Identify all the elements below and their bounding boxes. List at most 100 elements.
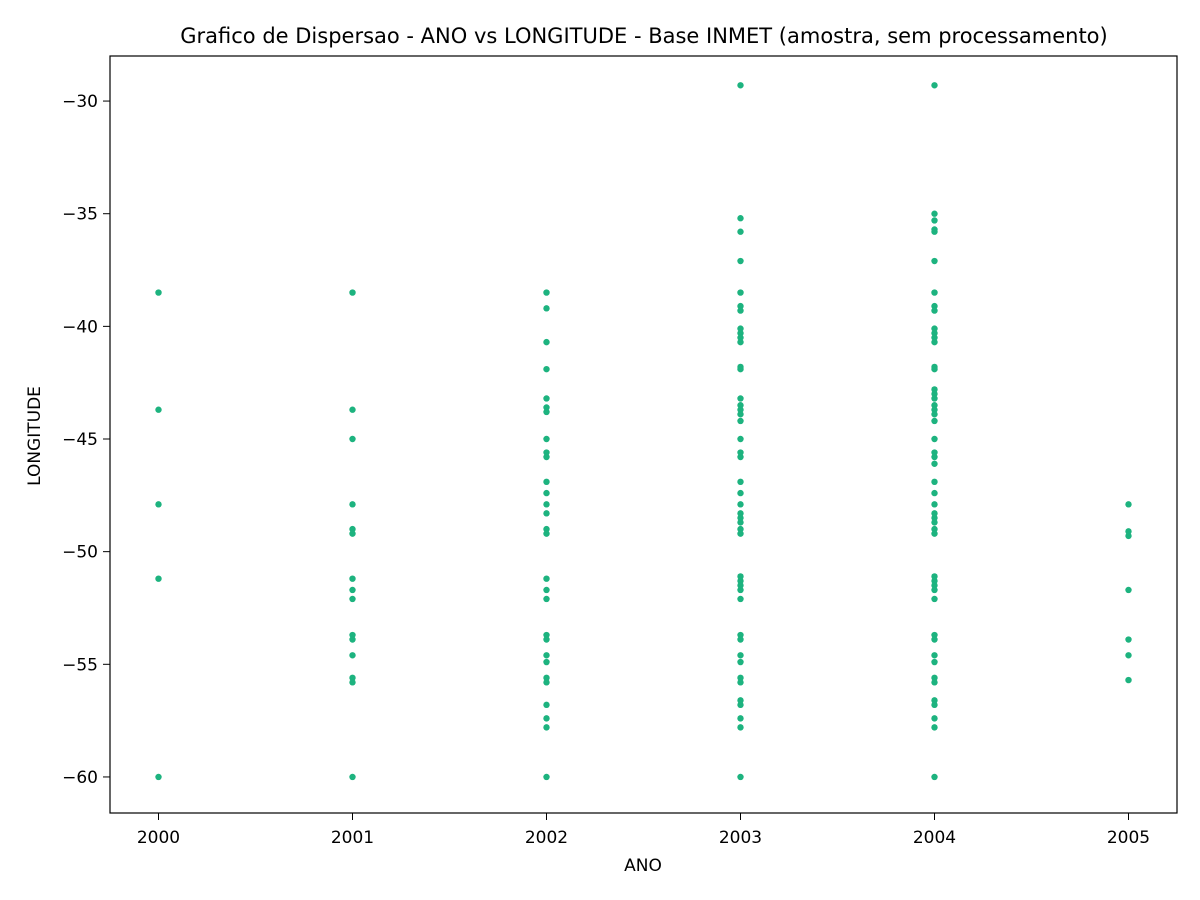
scatter-point (737, 325, 744, 332)
scatter-point (931, 697, 938, 704)
scatter-point (931, 390, 938, 398)
scatter-point (543, 679, 550, 686)
scatter-point (737, 395, 744, 402)
scatter-point (543, 636, 550, 643)
x-tick-label: 2003 (719, 828, 762, 848)
scatter-point (737, 573, 744, 580)
scatter-point (931, 411, 938, 418)
scatter-point (737, 478, 744, 486)
scatter-point (737, 453, 744, 461)
scatter-point (737, 586, 744, 594)
scatter-point (737, 338, 744, 346)
scatter-point (737, 577, 744, 585)
scatter-point (155, 575, 162, 582)
scatter-point (931, 525, 938, 533)
scatter-point (349, 575, 356, 582)
scatter-point (931, 582, 938, 589)
scatter-point (1125, 586, 1132, 594)
scatter-point (931, 501, 938, 508)
scatter-point (737, 501, 744, 508)
scatter-point (349, 530, 356, 537)
scatter-point (543, 501, 550, 508)
scatter-point (737, 489, 744, 497)
scatter-point (349, 679, 356, 686)
scatter-point (737, 652, 744, 659)
scatter-point (737, 525, 744, 533)
scatter-point (543, 453, 550, 461)
scatter-point (931, 307, 938, 314)
scatter-point (543, 658, 550, 666)
scatter-point (349, 631, 356, 639)
scatter-point (931, 652, 938, 659)
scatter-point (349, 652, 356, 659)
scatter-point (931, 257, 938, 265)
chart-title: Grafico de Dispersao - ANO vs LONGITUDE … (180, 24, 1107, 48)
scatter-point (155, 773, 162, 781)
scatter-point (1125, 652, 1132, 659)
scatter-point (931, 449, 938, 456)
scatter-point (737, 289, 744, 296)
scatter-point (737, 514, 744, 522)
scatter-point (1125, 501, 1132, 508)
scatter-point (543, 631, 550, 639)
scatter-point (737, 329, 744, 337)
scatter-point (543, 525, 550, 533)
scatter-point (931, 519, 938, 526)
y-tick-label: −45 (62, 430, 98, 450)
plot-area (109, 55, 1178, 814)
x-tick-label: 2002 (525, 828, 568, 848)
scatter-point (543, 652, 550, 659)
scatter-point (737, 406, 744, 413)
scatter-point (931, 573, 938, 580)
scatter-point (543, 586, 550, 594)
scatter-point (931, 406, 938, 413)
scatter-point (1125, 676, 1132, 684)
scatter-point (931, 338, 938, 346)
y-tick-label: −30 (62, 92, 98, 112)
scatter-point (931, 460, 938, 467)
scatter-point (737, 334, 744, 341)
scatter-point (737, 365, 744, 373)
scatter-point (931, 329, 938, 337)
scatter-point (931, 715, 938, 722)
scatter-point (931, 325, 938, 332)
scatter-point (543, 674, 550, 682)
scatter-point (931, 365, 938, 373)
y-tick-label: −40 (62, 317, 98, 337)
x-tick-label: 2004 (913, 828, 956, 848)
y-axis-label: LONGITUDE (25, 386, 45, 486)
scatter-point (737, 679, 744, 686)
scatter-point (931, 302, 938, 310)
scatter-point (931, 289, 938, 296)
scatter-point (737, 715, 744, 722)
x-axis-label: ANO (624, 856, 662, 876)
scatter-point (543, 715, 550, 722)
scatter-point (1125, 528, 1132, 535)
axis-ticks: 2000 2001 2002 2003 2004 2005 −30 −35 −40 −45 −50 −… (62, 92, 1150, 848)
scatter-point (349, 595, 356, 603)
scatter-point (737, 631, 744, 639)
scatter-point (931, 386, 938, 393)
scatter-point (931, 395, 938, 402)
scatter-point (737, 402, 744, 409)
scatter-point (349, 435, 356, 443)
scatter-point (737, 697, 744, 704)
scatter-point (737, 215, 744, 222)
scatter-point (349, 773, 356, 781)
scatter-point (543, 489, 550, 497)
scatter-point (931, 577, 938, 585)
scatter-point (737, 257, 744, 265)
scatter-point (931, 435, 938, 443)
scatter-point (737, 449, 744, 456)
scatter-point (737, 636, 744, 643)
scatter-point (543, 365, 550, 373)
scatter-point (931, 773, 938, 781)
scatter-point (543, 408, 550, 416)
scatter-point (931, 701, 938, 709)
y-tick-label: −50 (62, 543, 98, 563)
scatter-point (931, 334, 938, 341)
scatter-point (931, 586, 938, 594)
scatter-point (737, 510, 744, 517)
y-tick-label: −60 (62, 768, 98, 788)
